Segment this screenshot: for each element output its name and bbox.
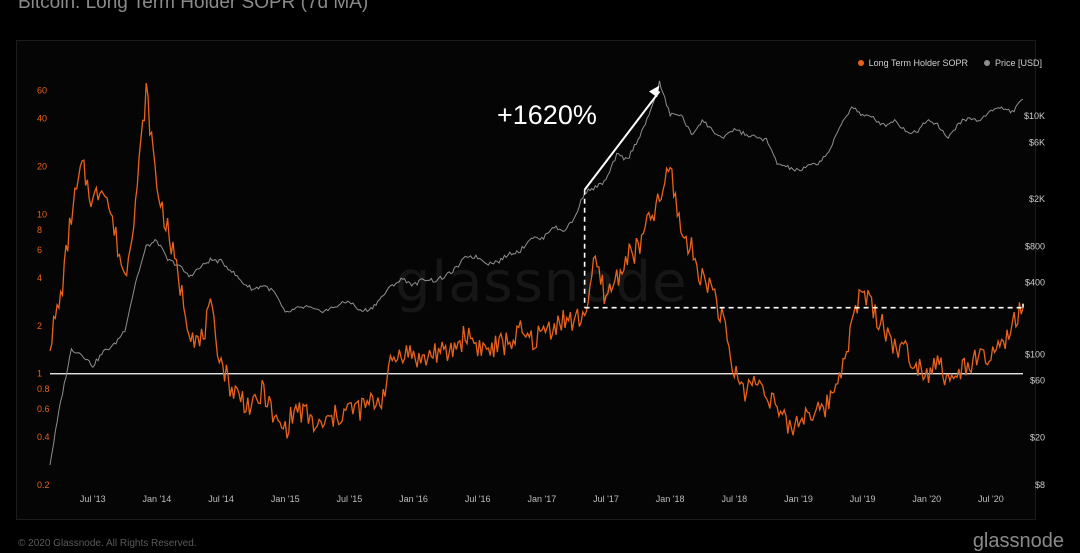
- x-tick-label: Jan '16: [399, 494, 428, 504]
- y-left-tick-label: 8: [37, 225, 42, 235]
- legend: Long Term Holder SOPR Price [USD]: [857, 58, 1042, 68]
- y-left-tick-label: 6: [37, 245, 42, 255]
- series-price: [49, 80, 1024, 466]
- x-tick-label: Jul '17: [593, 494, 619, 504]
- y-left-tick-label: 20: [37, 162, 47, 172]
- y-left-tick-label: 2: [37, 321, 42, 331]
- legend-label-sopr: Long Term Holder SOPR: [868, 58, 968, 68]
- x-tick-label: Jan '19: [784, 494, 813, 504]
- x-tick-label: Jul '13: [80, 494, 106, 504]
- annotation-percent: +1620%: [497, 100, 597, 130]
- legend-dot-sopr: [857, 60, 864, 66]
- legend-dot-price: [983, 60, 990, 66]
- y-right-tick-label: $8: [1035, 480, 1045, 490]
- x-tick-label: Jan '17: [527, 494, 556, 504]
- legend-item-price[interactable]: Price [USD]: [983, 58, 1042, 68]
- y-right-tick-label: $20: [1030, 433, 1045, 443]
- y-right-tick-label: $2K: [1029, 194, 1045, 204]
- x-tick-label: Jul '14: [208, 494, 234, 504]
- y-right-tick-label: $800: [1025, 242, 1045, 252]
- y-right-tick-label: $60: [1030, 376, 1045, 386]
- y-left-tick-label: 1: [37, 369, 42, 379]
- y-right-tick-label: $6K: [1029, 137, 1045, 147]
- y-left-tick-label: 0.6: [37, 404, 50, 414]
- page-title: Bitcoin: Long Term Holder SOPR (7d MA): [18, 0, 369, 13]
- y-right-tick-label: $400: [1025, 278, 1045, 288]
- y-right-tick-label: $10K: [1024, 111, 1045, 121]
- x-tick-label: Jul '15: [337, 494, 363, 504]
- x-tick-label: Jul '20: [978, 494, 1004, 504]
- chart-frame: [16, 40, 1036, 520]
- x-tick-label: Jul '18: [721, 494, 747, 504]
- y-left-tick-label: 60: [37, 86, 47, 96]
- series-sopr: [49, 83, 1024, 439]
- y-left-tick-label: 10: [37, 210, 47, 220]
- x-tick-label: Jul '16: [465, 494, 491, 504]
- y-left-tick-label: 0.4: [37, 432, 50, 442]
- x-tick-label: Jan '20: [912, 494, 941, 504]
- y-left-tick-label: 40: [37, 114, 47, 124]
- x-tick-label: Jan '14: [143, 494, 172, 504]
- x-tick-label: Jan '15: [271, 494, 300, 504]
- legend-item-sopr[interactable]: Long Term Holder SOPR: [857, 58, 968, 68]
- arrow-head: [648, 85, 660, 98]
- y-right-tick-label: $100: [1025, 349, 1045, 359]
- y-left-tick-label: 0.2: [37, 480, 50, 490]
- brand-logo: glassnode: [972, 530, 1064, 552]
- y-left-tick-label: 0.8: [37, 384, 50, 394]
- watermark: glassnode: [395, 250, 688, 315]
- legend-label-price: Price [USD]: [994, 58, 1042, 68]
- arrow-shaft: [583, 90, 661, 191]
- x-tick-label: Jan '18: [656, 494, 685, 504]
- y-left-tick-label: 4: [37, 273, 42, 283]
- x-tick-label: Jul '19: [850, 494, 876, 504]
